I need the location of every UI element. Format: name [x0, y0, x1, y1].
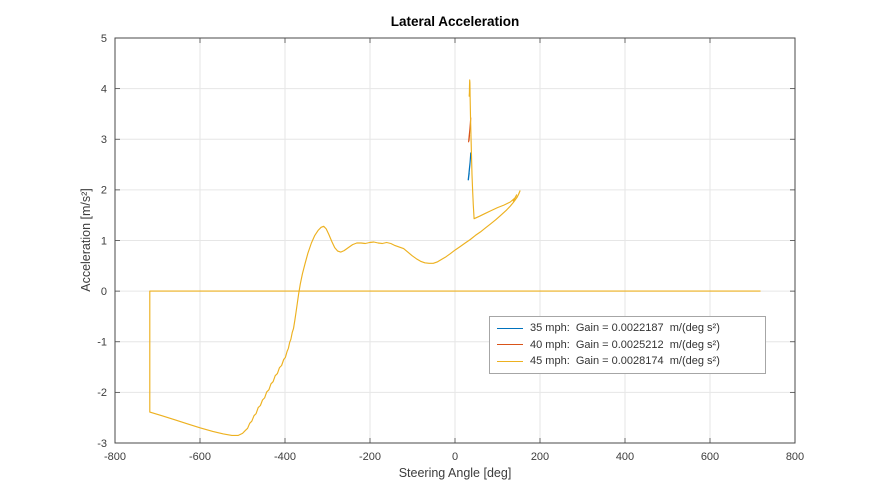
- legend-line-sample: [497, 360, 523, 362]
- legend-line-sample: [497, 344, 523, 346]
- y-tick-label: 2: [101, 185, 107, 197]
- legend-line-sample: [497, 327, 523, 329]
- y-tick-label: 5: [101, 33, 107, 45]
- legend-item-40mph: 40 mph: Gain = 0.0025212 m/(deg s²): [497, 337, 765, 354]
- y-tick-label: -3: [97, 438, 107, 450]
- legend-item-35mph: 35 mph: Gain = 0.0022187 m/(deg s²): [497, 320, 765, 337]
- y-tick-label: -1: [97, 337, 107, 349]
- x-tick-label: 600: [701, 451, 719, 463]
- x-tick-label: -200: [359, 451, 381, 463]
- x-tick-label: -800: [104, 451, 126, 463]
- x-tick-label: 200: [531, 451, 549, 463]
- x-axis-label: Steering Angle [deg]: [398, 466, 512, 480]
- x-tick-label: -400: [274, 451, 296, 463]
- legend-label: 45 mph: Gain = 0.0028174 m/(deg s²): [530, 355, 720, 367]
- x-tick-label: -600: [189, 451, 211, 463]
- y-tick-label: -2: [97, 387, 107, 399]
- series-line-35mph: [467, 152, 472, 181]
- legend-label: 35 mph: Gain = 0.0022187 m/(deg s²): [530, 322, 720, 334]
- legend-item-45mph: 45 mph: Gain = 0.0028174 m/(deg s²): [497, 353, 765, 370]
- x-tick-label: 800: [786, 451, 804, 463]
- x-tick-label: 400: [616, 451, 634, 463]
- x-tick-label: 0: [452, 451, 458, 463]
- chart-title: Lateral Acceleration: [390, 14, 520, 29]
- series-line-45mph: [149, 79, 761, 436]
- y-tick-label: 0: [101, 286, 107, 298]
- y-tick-label: 3: [101, 134, 107, 146]
- legend-label: 40 mph: Gain = 0.0025212 m/(deg s²): [530, 338, 720, 351]
- legend: 35 mph: Gain = 0.0022187 m/(deg s²) 40 mp…: [489, 316, 766, 374]
- y-axis-label: Acceleration [m/s²]: [79, 188, 93, 292]
- y-tick-label: 1: [101, 235, 107, 247]
- y-tick-label: 4: [101, 83, 107, 95]
